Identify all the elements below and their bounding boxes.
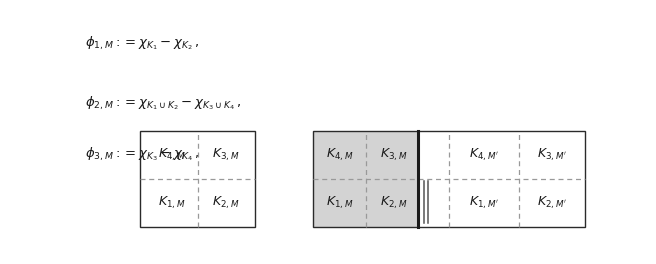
Text: $\phi_{3,M} := \chi_{K_3} - \chi_{K_4}\,,$: $\phi_{3,M} := \chi_{K_3} - \chi_{K_4}\,…	[85, 145, 199, 163]
Text: $K_{1,M}$: $K_{1,M}$	[326, 195, 354, 211]
Text: $\phi_{2,M} := \chi_{K_1 \cup K_2} - \chi_{K_3 \cup K_4}\,,$: $\phi_{2,M} := \chi_{K_1 \cup K_2} - \ch…	[85, 95, 241, 112]
Text: $K_{2,M'}$: $K_{2,M'}$	[537, 195, 567, 211]
Text: $K_{3,M}$: $K_{3,M}$	[380, 147, 407, 163]
Text: $K_{4,M}$: $K_{4,M}$	[157, 147, 185, 163]
Text: $K_{4,M}$: $K_{4,M}$	[326, 147, 354, 163]
Bar	[314, 131, 585, 227]
Text: $K_{1,M}$: $K_{1,M}$	[157, 195, 185, 211]
Text: $K_{3,M}$: $K_{3,M}$	[213, 147, 240, 163]
Bar	[314, 131, 418, 227]
Text: $K_{2,M}$: $K_{2,M}$	[380, 195, 407, 211]
Text: $K_{4,M'}$: $K_{4,M'}$	[469, 147, 499, 163]
Text: $\phi_{1,M} := \chi_{K_1} - \chi_{K_2}\,,$: $\phi_{1,M} := \chi_{K_1} - \chi_{K_2}\,…	[85, 35, 199, 52]
Text: $K_{1,M'}$: $K_{1,M'}$	[469, 195, 499, 211]
Bar	[140, 131, 255, 227]
Text: $K_{3,M'}$: $K_{3,M'}$	[537, 147, 567, 163]
Text: $K_{2,M}$: $K_{2,M}$	[213, 195, 240, 211]
